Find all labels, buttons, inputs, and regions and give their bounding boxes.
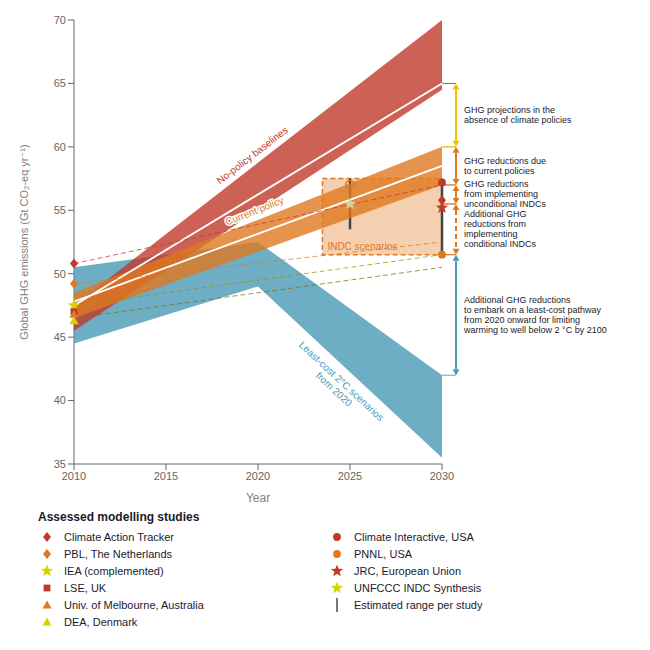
svg-text:Year: Year bbox=[246, 491, 270, 505]
svg-text:GHG projections in theabsence: GHG projections in theabsence of climate… bbox=[464, 105, 572, 125]
html-text:Assessed modelling studies: Assessed modelling studies bbox=[38, 510, 200, 524]
svg-text:No-policy baselines: No-policy baselines bbox=[215, 124, 290, 186]
html-text:Climate Action Tracker: Climate Action Tracker bbox=[64, 530, 174, 543]
svg-text:35: 35 bbox=[54, 458, 66, 470]
html-text:Estimated range per study: Estimated range per study bbox=[354, 598, 483, 611]
html-text:PNNL, USA: PNNL, USA bbox=[354, 547, 413, 560]
svg-text:45: 45 bbox=[54, 331, 66, 343]
svg-text:2015: 2015 bbox=[154, 470, 178, 482]
html-text:LSE, UK: LSE, UK bbox=[64, 581, 107, 594]
svg-text:Additional GHG reductionsto em: Additional GHG reductionsto embark on a … bbox=[463, 295, 607, 335]
html-text:Climate Interactive, USA: Climate Interactive, USA bbox=[354, 530, 474, 543]
svg-text:Global GHG emissions (Gt CO₂-e: Global GHG emissions (Gt CO₂-eq yr⁻¹) bbox=[18, 144, 30, 339]
svg-text:55: 55 bbox=[54, 204, 66, 216]
html-text:PBL, The Netherlands: PBL, The Netherlands bbox=[64, 547, 172, 560]
html-text:DEA, Denmark: DEA, Denmark bbox=[64, 615, 138, 628]
html-text:IEA (complemented): IEA (complemented) bbox=[64, 564, 164, 577]
html-text:Univ. of Melbourne, Australia: Univ. of Melbourne, Australia bbox=[64, 598, 204, 611]
svg-text:2010: 2010 bbox=[62, 470, 86, 482]
svg-text:2030: 2030 bbox=[430, 470, 454, 482]
svg-text:Current policy: Current policy bbox=[224, 194, 285, 227]
html-text:UNFCCC INDC Synthesis: UNFCCC INDC Synthesis bbox=[354, 581, 482, 594]
svg-text:GHG reductions dueto current p: GHG reductions dueto current policies bbox=[464, 156, 546, 176]
svg-text:GHG reductionsfrom implementin: GHG reductionsfrom implementingunconditi… bbox=[464, 179, 547, 209]
svg-text:2020: 2020 bbox=[246, 470, 270, 482]
svg-text:INDC scenarios: INDC scenarios bbox=[327, 241, 397, 252]
svg-text:50: 50 bbox=[54, 268, 66, 280]
svg-text:60: 60 bbox=[54, 141, 66, 153]
svg-text:Least-cost 2°C scenariosfrom 2: Least-cost 2°C scenariosfrom 2020 bbox=[290, 339, 386, 431]
svg-text:70: 70 bbox=[54, 14, 66, 26]
svg-text:2025: 2025 bbox=[338, 470, 362, 482]
svg-text:Additional GHGreductions fromi: Additional GHGreductions fromimplementin… bbox=[464, 209, 537, 249]
svg-text:65: 65 bbox=[54, 77, 66, 89]
html-text:JRC, European Union: JRC, European Union bbox=[354, 564, 461, 577]
svg-text:40: 40 bbox=[54, 394, 66, 406]
